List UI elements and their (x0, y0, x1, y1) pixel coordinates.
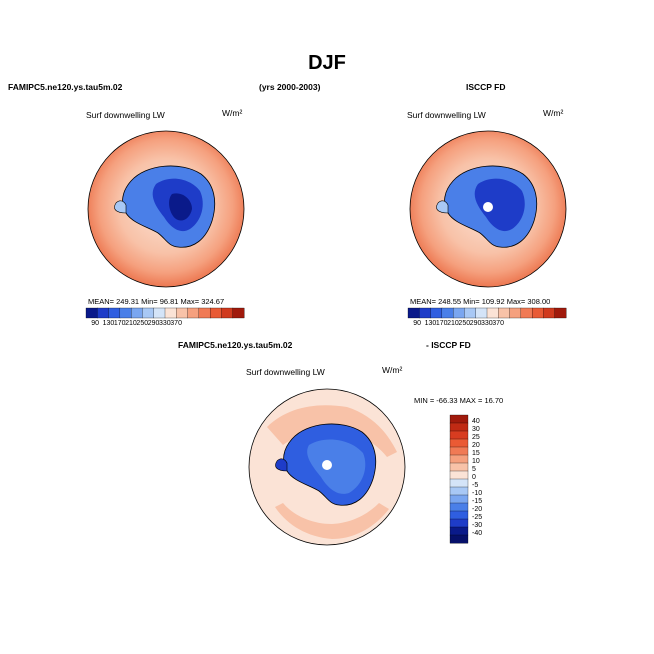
diff-colorbar-swatch (449, 518, 469, 528)
model-colorbar-tick-label: 330 (159, 320, 171, 327)
model-case-name: FAMIPC5.ne120.ys.tau5m.02 (8, 82, 123, 92)
diff-colorbar-tick-label: 20 (472, 442, 480, 449)
model-polar-map (87, 130, 245, 288)
diff-colorbar-tick-label: -15 (472, 498, 483, 505)
diff-colorbar-swatch (449, 502, 469, 512)
model-colorbar-tick-label: 250 (136, 320, 149, 327)
obs-polar-map (409, 130, 567, 288)
diff-colorbar (449, 414, 469, 544)
model-colorbar-swatch (85, 307, 98, 319)
obs-colorbar-swatch (531, 307, 544, 319)
diff-colorbar-swatch (449, 478, 469, 488)
model-stats: MEAN= 249.31 Min= 96.81 Max= 324.67 (88, 297, 225, 306)
diff-colorbar-tick-label: -20 (472, 506, 483, 513)
diff-model-name: FAMIPC5.ne120.ys.tau5m.02 (178, 340, 293, 350)
obs-colorbar-swatch (498, 307, 511, 319)
years-label: (yrs 2000-2003) (259, 82, 321, 92)
model-colorbar-swatch (198, 307, 211, 319)
obs-colorbar-tick-label: 290 (469, 320, 482, 327)
diff-colorbar-tick-label: -5 (472, 482, 479, 489)
diff-colorbar-swatch (449, 510, 469, 520)
diff-colorbar-swatch (449, 494, 469, 504)
diff-colorbar-tick-label: 0 (472, 474, 476, 481)
diff-colorbar-swatch (449, 534, 469, 544)
diff-colorbar-tick-label: 5 (472, 466, 476, 473)
obs-colorbar-swatch (509, 307, 522, 319)
model-colorbar-swatch (153, 307, 166, 319)
obs-colorbar-swatch (419, 307, 432, 319)
model-colorbar-tick-label: 90 (91, 320, 100, 327)
model-colorbar-tick-label: 290 (147, 320, 160, 327)
diff-colorbar-tick-label: 25 (472, 434, 480, 441)
obs-colorbar-tick-label: 330 (481, 320, 493, 327)
model-colorbar-swatch (164, 307, 177, 319)
obs-colorbar (407, 307, 567, 319)
obs-colorbar-ticks: 90 130 170 210 250 290 330 370 (408, 320, 566, 330)
model-colorbar-swatch (97, 307, 110, 319)
diff-colorbar-swatch (449, 470, 469, 480)
diff-colorbar-swatch (449, 414, 469, 424)
obs-colorbar-tick-label: 370 (492, 320, 504, 327)
obs-colorbar-swatch (452, 307, 465, 319)
diff-colorbar-swatch (449, 454, 469, 464)
obs-stats: MEAN= 248.55 Min= 109.92 Max= 308.00 (410, 297, 551, 306)
model-colorbar-tick-label: 130 (102, 320, 115, 327)
diff-colorbar-swatch (449, 438, 469, 448)
obs-colorbar-swatch (520, 307, 533, 319)
diff-stats: MIN = -66.33 MAX = 16.70 (414, 396, 504, 405)
model-colorbar-swatch (187, 307, 200, 319)
model-colorbar-tick-label: 210 (125, 320, 137, 327)
obs-colorbar-swatch (475, 307, 488, 319)
figure-title: DJF (308, 52, 346, 74)
obs-colorbar-swatch (430, 307, 443, 319)
diff-panel-units: W/m² (382, 365, 403, 375)
diff-colorbar-swatch (449, 526, 469, 536)
obs-panel-label: Surf downwelling LW (407, 110, 486, 120)
model-colorbar-swatch (209, 307, 222, 319)
diff-colorbar-swatch (449, 422, 469, 432)
obs-colorbar-swatch (441, 307, 454, 319)
obs-colorbar-swatch (464, 307, 477, 319)
obs-colorbar-tick-label: 90 (413, 320, 422, 327)
model-colorbar-swatch (176, 307, 189, 319)
diff-colorbar-tick-label: -10 (472, 490, 483, 497)
diff-colorbar-ticks: 40 30 25 20 15 10 5 0 -5 -10 -15 -20 -25 -30 -40 (472, 415, 502, 543)
diff-obs-name: - ISCCP FD (426, 340, 471, 350)
obs-colorbar-swatch (543, 307, 556, 319)
model-colorbar-swatch (142, 307, 155, 319)
model-colorbar-tick-label: 170 (113, 320, 126, 327)
model-panel-label: Surf downwelling LW (86, 110, 165, 120)
diff-colorbar-swatch (449, 486, 469, 496)
model-colorbar-swatch (130, 307, 143, 319)
obs-colorbar-tick-label: 170 (435, 320, 448, 327)
diff-colorbar-tick-label: 10 (472, 458, 480, 465)
diff-colorbar-tick-label: 40 (472, 418, 480, 425)
diff-colorbar-swatch (449, 430, 469, 440)
model-colorbar (85, 307, 245, 319)
obs-colorbar-swatch (554, 307, 567, 319)
model-colorbar-ticks: 90 130 170 210 250 290 330 370 (86, 320, 244, 330)
obs-panel-units: W/m² (543, 108, 564, 118)
diff-polar-map (248, 388, 406, 546)
model-colorbar-swatch (119, 307, 132, 319)
diff-colorbar-tick-label: -30 (472, 522, 483, 529)
diff-panel-label: Surf downwelling LW (246, 367, 325, 377)
model-colorbar-tick-label: 370 (170, 320, 182, 327)
obs-name: ISCCP FD (466, 82, 506, 92)
diff-colorbar-tick-label: -40 (472, 530, 483, 537)
model-colorbar-swatch (221, 307, 234, 319)
diff-colorbar-swatch (449, 462, 469, 472)
obs-colorbar-swatch (407, 307, 420, 319)
obs-colorbar-tick-label: 130 (424, 320, 437, 327)
diff-colorbar-tick-label: -25 (472, 514, 483, 521)
diff-colorbar-swatch (449, 446, 469, 456)
model-colorbar-swatch (232, 307, 245, 319)
obs-colorbar-tick-label: 250 (458, 320, 471, 327)
obs-colorbar-tick-label: 210 (447, 320, 459, 327)
model-colorbar-swatch (108, 307, 121, 319)
obs-colorbar-swatch (486, 307, 499, 319)
diff-colorbar-tick-label: 15 (472, 450, 480, 457)
model-panel-units: W/m² (222, 108, 243, 118)
diff-colorbar-tick-label: 30 (472, 426, 480, 433)
